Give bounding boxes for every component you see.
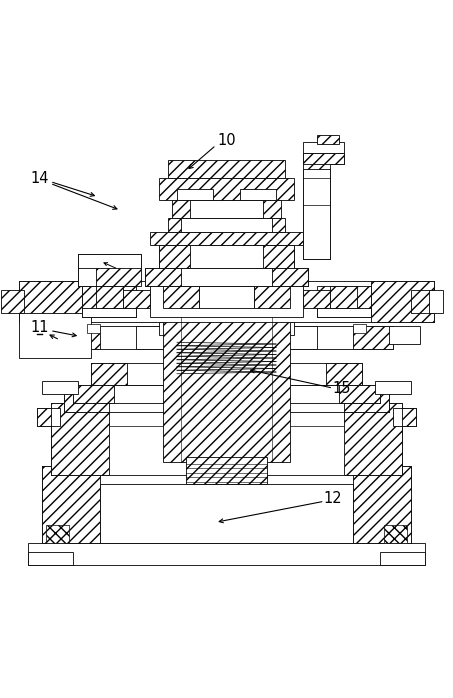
Bar — [33, 327, 64, 345]
Bar — [303, 153, 343, 165]
Bar — [38, 408, 51, 426]
Bar — [159, 246, 294, 268]
Bar — [46, 525, 69, 542]
Bar — [380, 551, 424, 565]
Bar — [177, 189, 213, 200]
Bar — [326, 362, 361, 385]
Bar — [317, 309, 371, 318]
Bar — [343, 389, 389, 412]
Bar — [182, 218, 271, 232]
Bar — [42, 466, 411, 542]
Bar — [87, 325, 101, 333]
Bar — [389, 327, 420, 345]
Bar — [51, 403, 402, 475]
Bar — [96, 286, 123, 309]
Bar — [92, 362, 127, 385]
Bar — [303, 142, 343, 153]
Bar — [1, 290, 24, 313]
Bar — [145, 268, 182, 286]
Bar — [145, 268, 308, 286]
Bar — [38, 408, 60, 426]
Bar — [60, 327, 393, 349]
Bar — [42, 380, 78, 394]
Bar — [64, 389, 110, 412]
Bar — [330, 286, 357, 309]
Text: 15: 15 — [332, 380, 351, 396]
Bar — [78, 255, 141, 268]
Bar — [249, 218, 285, 232]
Bar — [78, 255, 141, 286]
Bar — [375, 380, 411, 394]
Bar — [240, 189, 276, 200]
Text: 11: 11 — [30, 320, 49, 335]
Bar — [82, 286, 136, 318]
Bar — [352, 466, 411, 542]
Bar — [384, 525, 407, 542]
Text: 12: 12 — [323, 491, 342, 506]
Bar — [150, 281, 303, 318]
Bar — [29, 551, 73, 565]
Bar — [303, 290, 330, 309]
Bar — [263, 246, 294, 268]
Bar — [159, 246, 190, 268]
Bar — [29, 542, 424, 565]
Bar — [352, 325, 366, 333]
Bar — [317, 286, 371, 318]
Bar — [186, 457, 267, 484]
Bar — [51, 403, 110, 475]
Text: 10: 10 — [217, 133, 236, 149]
Bar — [136, 327, 317, 349]
Bar — [343, 403, 402, 475]
Text: 14: 14 — [30, 171, 49, 186]
Bar — [123, 290, 150, 309]
Bar — [371, 281, 434, 322]
Bar — [159, 178, 294, 200]
Bar — [19, 281, 434, 322]
Bar — [173, 200, 280, 218]
Bar — [339, 385, 380, 403]
Bar — [168, 218, 204, 232]
Bar — [168, 340, 285, 376]
Bar — [402, 408, 415, 426]
Bar — [254, 286, 289, 309]
Bar — [303, 169, 330, 259]
Bar — [78, 255, 96, 286]
Bar — [317, 135, 339, 144]
Bar — [19, 281, 82, 322]
Bar — [352, 327, 393, 349]
Bar — [60, 327, 101, 349]
Bar — [393, 408, 415, 426]
Bar — [429, 290, 443, 313]
Bar — [82, 309, 136, 318]
Bar — [164, 286, 199, 309]
Bar — [159, 322, 294, 336]
Bar — [271, 268, 308, 286]
Bar — [42, 466, 101, 542]
Bar — [110, 426, 199, 475]
Bar — [92, 362, 361, 385]
Bar — [150, 232, 303, 246]
Bar — [19, 313, 92, 358]
Bar — [411, 290, 434, 313]
Polygon shape — [303, 153, 343, 259]
Bar — [64, 389, 389, 412]
Bar — [164, 318, 289, 461]
Bar — [199, 286, 254, 309]
Bar — [190, 200, 263, 218]
Bar — [73, 385, 380, 403]
Bar — [254, 426, 343, 475]
Bar — [101, 484, 352, 542]
Bar — [168, 160, 285, 178]
Bar — [73, 385, 114, 403]
